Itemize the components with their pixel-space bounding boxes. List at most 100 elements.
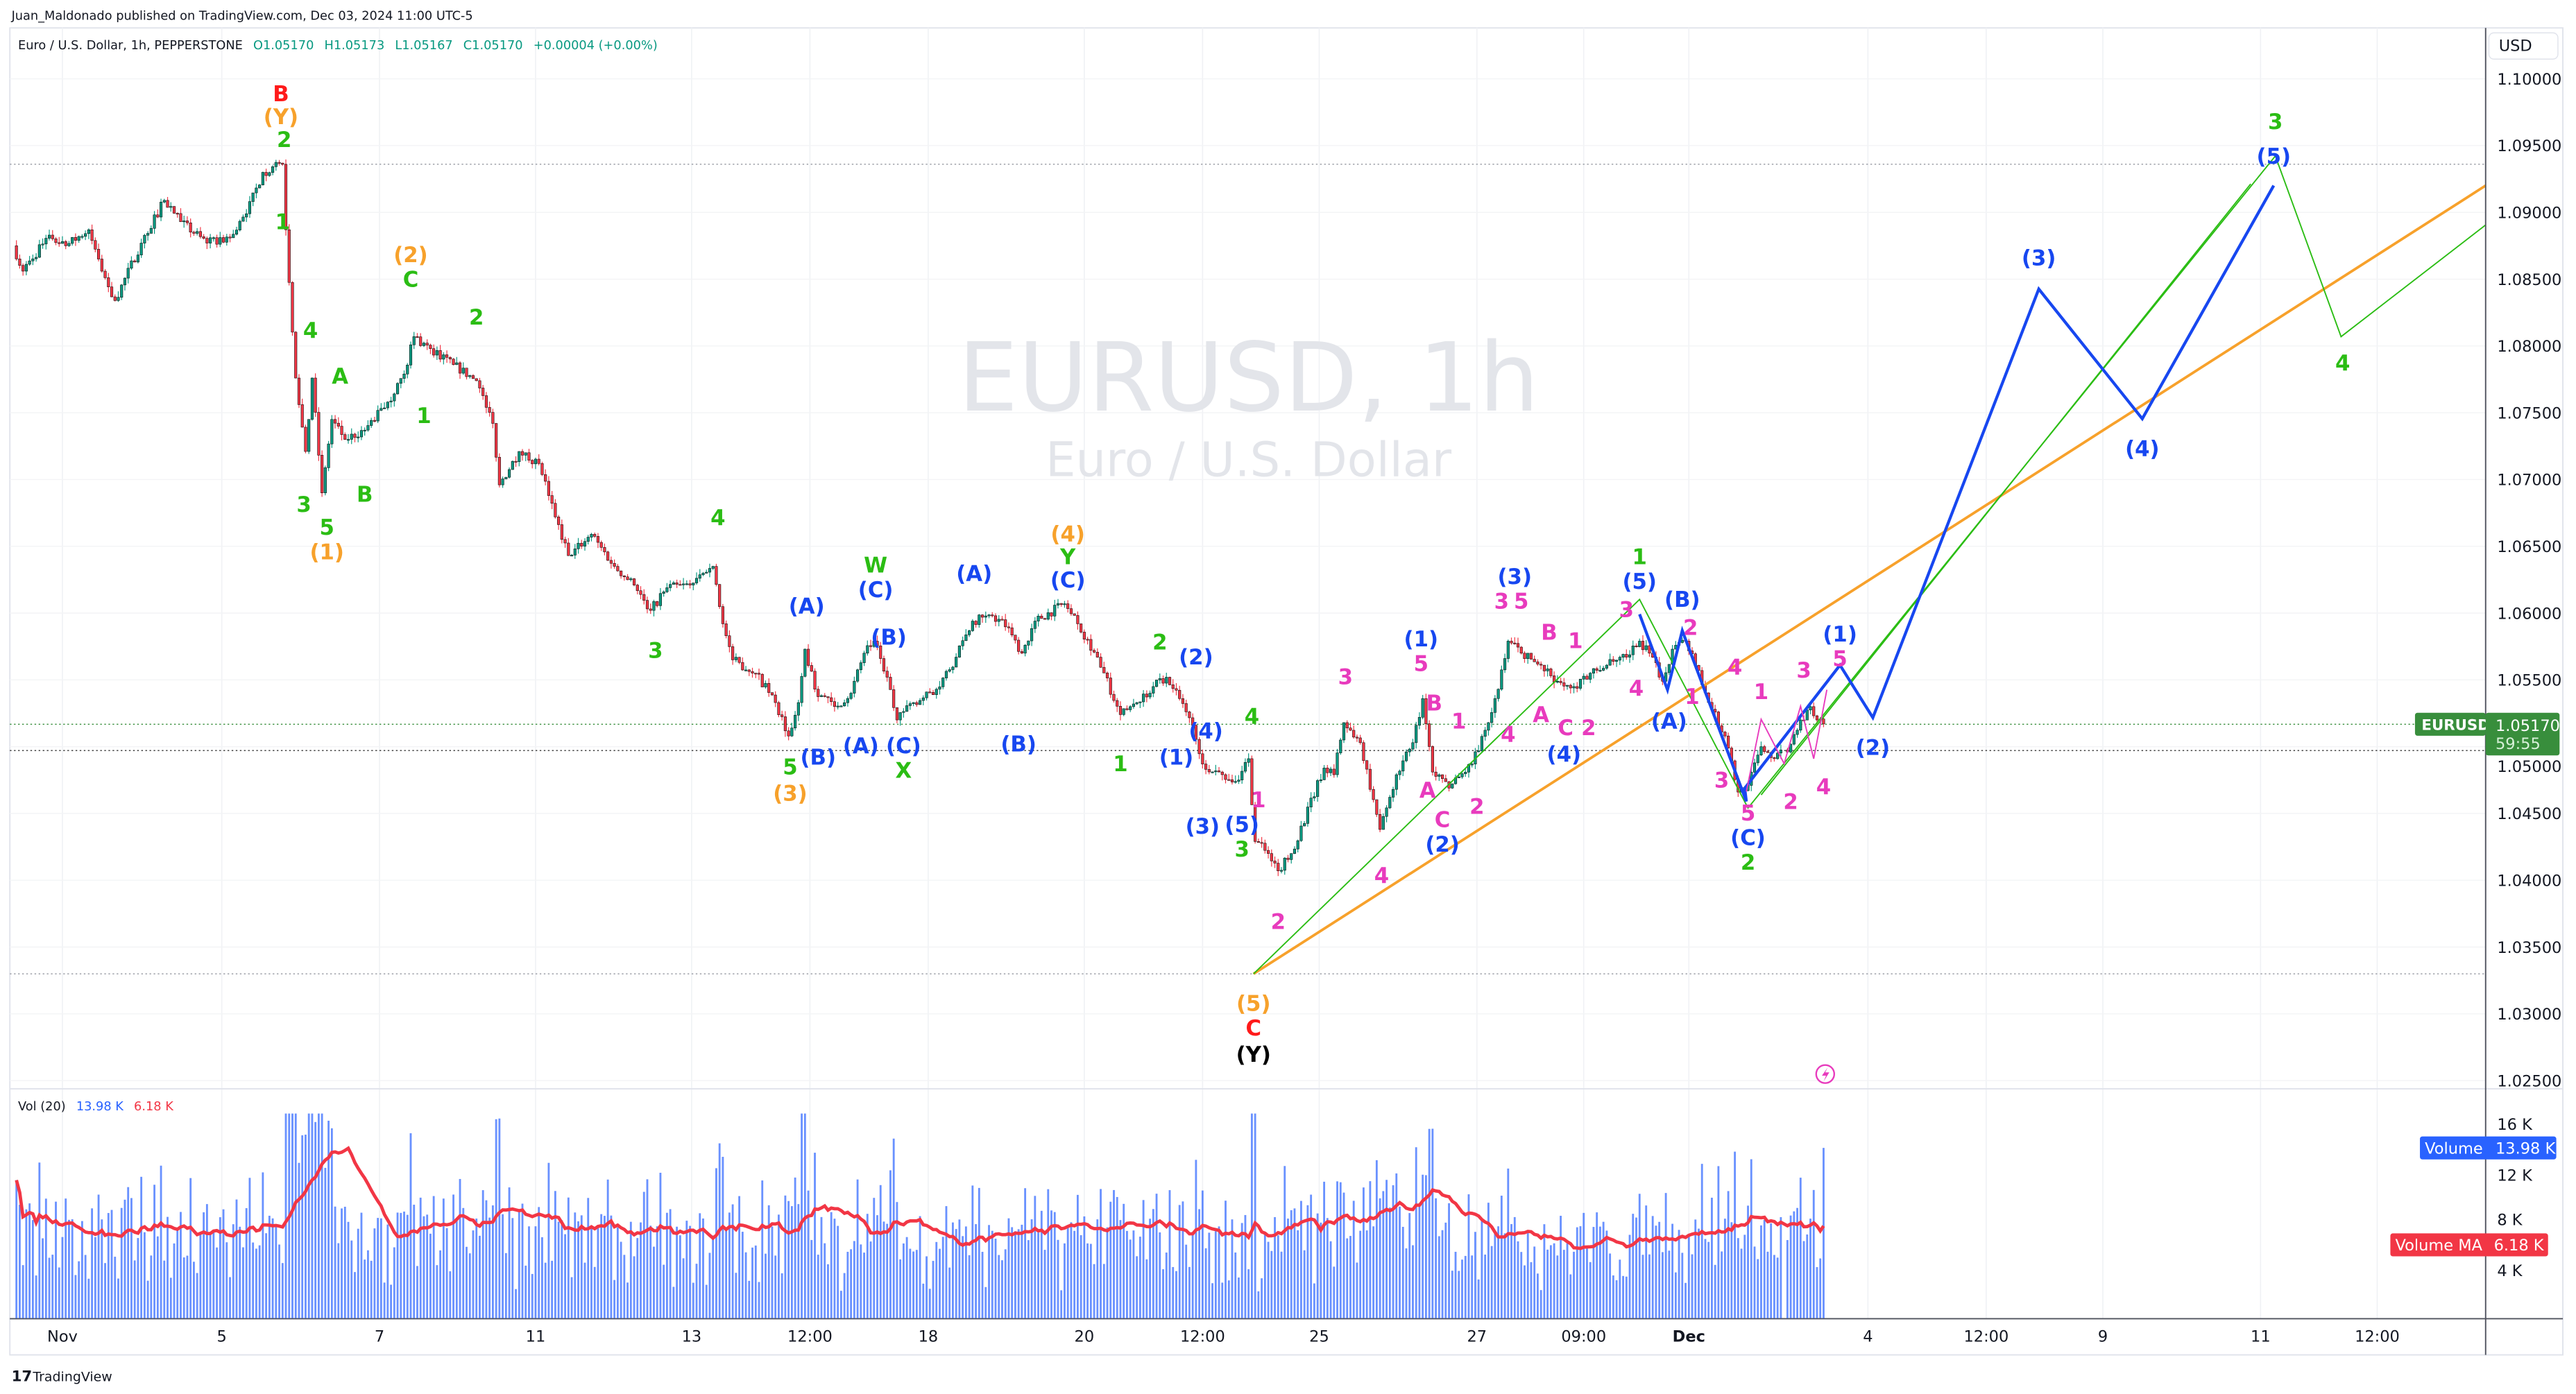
wave-label[interactable]: A xyxy=(1533,703,1549,728)
wave-label[interactable]: 2 xyxy=(1581,716,1596,741)
wave-label[interactable]: (1) xyxy=(309,540,344,565)
wave-label[interactable]: (3) xyxy=(2022,246,2056,271)
wave-label[interactable]: (4) xyxy=(1050,522,1085,547)
wave-label[interactable]: (B) xyxy=(800,746,836,771)
wave-label[interactable]: (3) xyxy=(1186,814,1220,839)
wave-label[interactable]: 5 xyxy=(1514,590,1528,614)
wave-label[interactable]: (5) xyxy=(1236,992,1271,1017)
wave-label[interactable]: (B) xyxy=(1000,732,1037,757)
wave-label[interactable]: (4) xyxy=(1547,742,1582,767)
wave-label[interactable]: (C) xyxy=(1730,826,1766,851)
wave-label[interactable]: (B) xyxy=(871,626,907,651)
wave-label[interactable]: (5) xyxy=(1225,813,1259,838)
wave-label[interactable]: 3 xyxy=(1338,664,1353,689)
wave-label[interactable]: A xyxy=(1419,778,1436,803)
wave-label[interactable]: 4 xyxy=(303,318,318,343)
wave-label[interactable]: 2 xyxy=(1741,850,1755,875)
orange-trendline[interactable] xyxy=(1252,184,2487,975)
wave-label[interactable]: (2) xyxy=(1425,832,1460,857)
wave-label[interactable]: 1 xyxy=(1113,752,1127,777)
wave-label[interactable]: 1 xyxy=(1754,680,1768,705)
currency-button[interactable] xyxy=(2488,32,2559,60)
wave-label[interactable]: 1 xyxy=(1684,685,1699,709)
wave-label[interactable]: X xyxy=(896,758,912,783)
wave-label[interactable]: 5 xyxy=(1414,652,1428,677)
wave-label[interactable]: 4 xyxy=(1816,775,1831,800)
wave-label[interactable]: 4 xyxy=(1501,722,1515,747)
wave-label[interactable]: B xyxy=(357,483,373,508)
wave-label[interactable]: 3 xyxy=(2268,110,2283,135)
wave-label[interactable]: (2) xyxy=(393,243,428,268)
wave-label[interactable]: C xyxy=(1435,807,1451,832)
wave-label[interactable]: 1 xyxy=(275,210,290,235)
wave-label[interactable]: 3 xyxy=(1714,768,1729,793)
wave-label[interactable]: 1 xyxy=(1251,788,1265,813)
wave-label[interactable]: 4 xyxy=(1629,676,1644,701)
wave-label[interactable]: (C) xyxy=(1050,568,1086,593)
symbol-description[interactable]: Euro / U.S. Dollar, 1h, PEPPERSTONE xyxy=(18,39,243,53)
wave-label[interactable]: (2) xyxy=(1856,735,1891,760)
wave-label[interactable]: 2 xyxy=(1152,630,1167,655)
green-channel-line[interactable] xyxy=(1760,183,2251,795)
wave-label[interactable]: (C) xyxy=(858,578,894,603)
wave-label[interactable]: Y xyxy=(1059,545,1076,570)
wave-label[interactable]: (Y) xyxy=(264,105,298,130)
wave-label[interactable]: B xyxy=(1426,691,1442,716)
wave-label[interactable]: (3) xyxy=(773,782,808,807)
wave-label[interactable]: 1 xyxy=(1632,545,1647,570)
tradingview-logo[interactable]: 17 TradingView xyxy=(12,1368,112,1385)
wave-label[interactable]: 1 xyxy=(1568,628,1583,653)
wave-label[interactable]: 2 xyxy=(1683,615,1698,640)
wave-label[interactable]: 4 xyxy=(1728,655,1742,680)
wave-label[interactable]: 4 xyxy=(2335,351,2350,376)
wave-label[interactable]: 2 xyxy=(1271,909,1286,934)
wave-label[interactable]: 4 xyxy=(1374,863,1389,888)
wave-label[interactable]: (A) xyxy=(1651,709,1687,734)
wave-label[interactable]: 3 xyxy=(1234,837,1249,862)
wave-label[interactable]: (2) xyxy=(1179,645,1213,670)
wave-label[interactable]: C xyxy=(403,267,419,292)
price-axis[interactable]: 1.10000 1.09500 1.09000 1.08500 1.08000 1.075… xyxy=(2497,71,2561,1090)
wave-label[interactable]: (3) xyxy=(1498,565,1533,590)
wave-label[interactable]: 3 xyxy=(648,639,663,664)
pink-subwave-path[interactable] xyxy=(1746,689,1828,792)
wave-label[interactable]: (5) xyxy=(2257,144,2292,169)
wave-label[interactable]: 5 xyxy=(320,515,334,540)
wave-label[interactable]: 5 xyxy=(783,755,797,780)
wave-label[interactable]: W xyxy=(864,553,887,578)
wave-label[interactable]: (1) xyxy=(1823,622,1857,647)
wave-label[interactable]: (Y) xyxy=(1236,1042,1271,1067)
wave-label[interactable]: (4) xyxy=(1188,719,1223,744)
wave-label[interactable]: (A) xyxy=(956,561,992,586)
wave-label[interactable]: 3 xyxy=(1619,597,1634,622)
wave-label[interactable]: 2 xyxy=(277,128,291,153)
wave-label[interactable]: (A) xyxy=(843,734,879,759)
wave-label[interactable]: 5 xyxy=(1832,646,1847,671)
wave-label[interactable]: 5 xyxy=(1741,801,1755,826)
wave-label[interactable]: 1 xyxy=(416,404,431,429)
wave-label[interactable]: (C) xyxy=(886,734,921,759)
wave-label[interactable]: 3 xyxy=(1796,658,1811,683)
wave-label[interactable]: C xyxy=(1558,716,1573,741)
wave-label[interactable]: 4 xyxy=(710,506,725,531)
wave-label[interactable]: (1) xyxy=(1404,627,1439,652)
wave-label[interactable]: (5) xyxy=(1622,569,1657,594)
volume-legend-name[interactable]: Vol (20) xyxy=(18,1100,66,1114)
wave-label[interactable]: (A) xyxy=(789,594,825,619)
wave-label[interactable]: (1) xyxy=(1159,746,1194,771)
wave-label[interactable]: 2 xyxy=(1469,795,1484,820)
wave-label[interactable]: A xyxy=(332,364,348,389)
blue-wave-projection[interactable] xyxy=(1638,184,2276,802)
wave-label[interactable]: (4) xyxy=(2125,436,2160,461)
wave-label[interactable]: C xyxy=(1245,1016,1261,1041)
wave-label[interactable]: 2 xyxy=(1783,789,1798,814)
wave-label[interactable]: 3 xyxy=(296,492,311,517)
wave-label[interactable]: 2 xyxy=(469,305,484,330)
time-axis[interactable]: Nov 5 7 11 13 12:00 18 20 12:00 25 27 09:00 Dec 4 12:0… xyxy=(47,1328,2400,1346)
alert-lightning-icon[interactable] xyxy=(1815,1064,1836,1084)
wave-label[interactable]: B xyxy=(273,82,289,107)
wave-label[interactable]: B xyxy=(1541,621,1557,646)
wave-label[interactable]: 3 xyxy=(1494,590,1509,614)
wave-label[interactable]: (B) xyxy=(1664,587,1700,612)
